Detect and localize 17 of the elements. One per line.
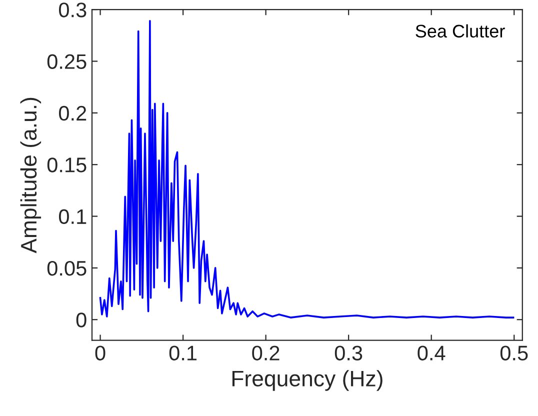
y-tick-label: 0.1: [58, 209, 86, 224]
x-axis-title: Frequency (Hz): [232, 370, 382, 391]
x-tick-label: 0.3: [334, 346, 362, 360]
x-tick-label: 0.1: [169, 346, 197, 360]
x-tick-label: 0.5: [500, 346, 528, 360]
x-tick-label: 0: [95, 346, 106, 360]
y-tick-label: 0.2: [58, 106, 86, 121]
y-tick-label: 0: [76, 312, 86, 328]
y-tick-label: 0.05: [47, 260, 86, 276]
line-series: [99, 20, 514, 318]
y-tick-label: 0.3: [58, 2, 86, 18]
x-tick-label: 0.2: [252, 346, 280, 360]
x-tick-label: 0.4: [418, 346, 446, 360]
y-tick-label: 0.15: [47, 158, 86, 172]
y-axis-title: Amplitude (a.u.): [20, 98, 42, 254]
annotation: Sea Clutter: [416, 24, 505, 38]
y-tick-label: 0.25: [47, 54, 86, 69]
